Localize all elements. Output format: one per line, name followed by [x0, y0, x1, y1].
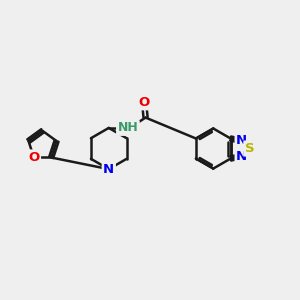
Text: N: N: [103, 163, 114, 176]
Text: S: S: [245, 142, 254, 155]
Text: NH: NH: [118, 122, 138, 134]
Text: N: N: [236, 134, 247, 147]
Text: N: N: [236, 150, 247, 163]
Text: O: O: [139, 96, 150, 109]
Text: O: O: [28, 151, 40, 164]
